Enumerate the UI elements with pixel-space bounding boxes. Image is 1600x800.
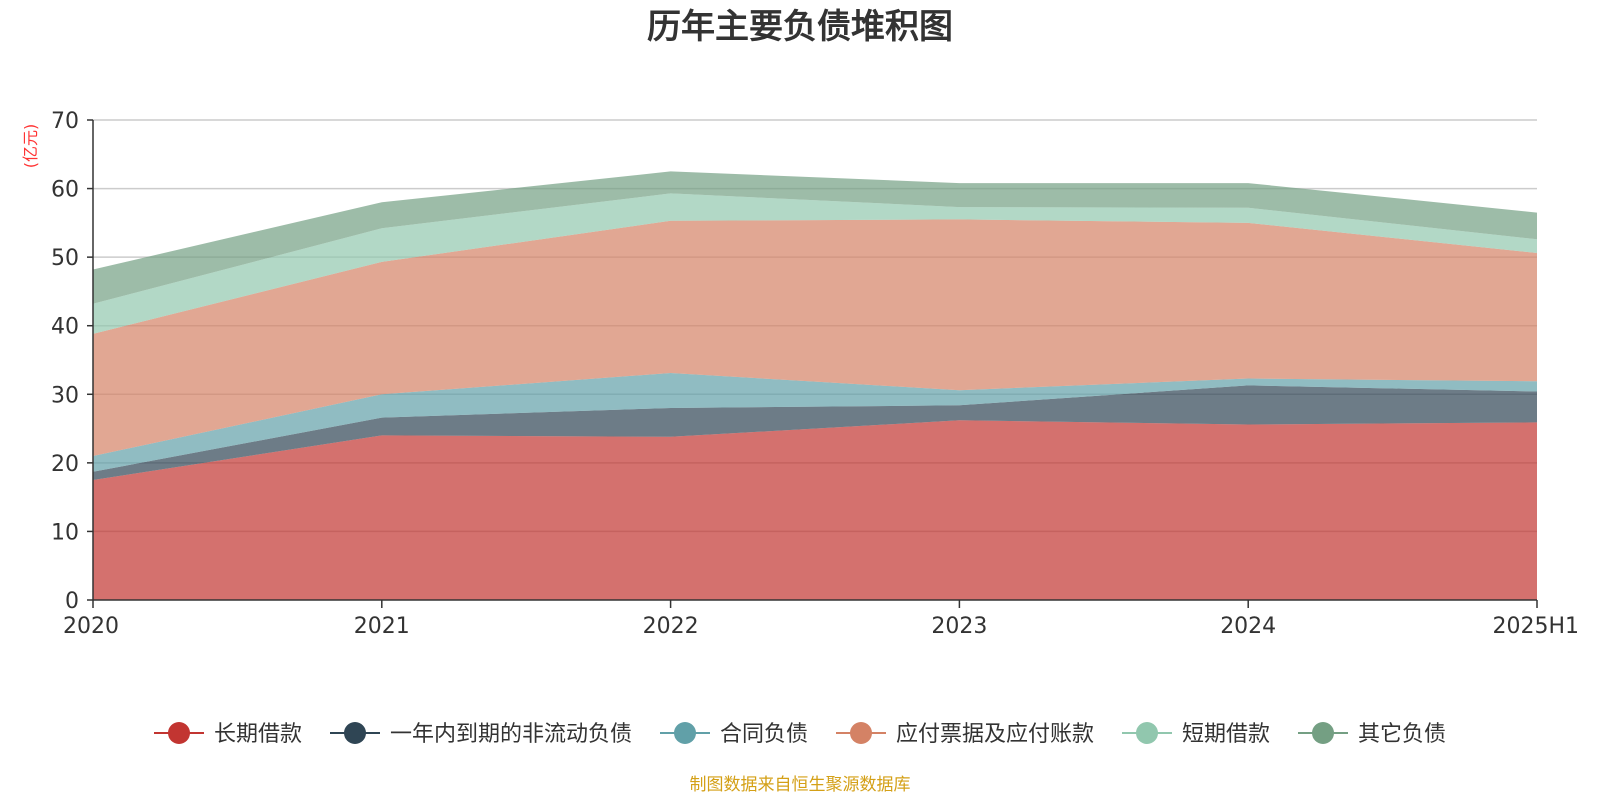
x-tick-label: 2024 [1220,614,1276,639]
legend-item-2[interactable]: 合同负债 [660,722,808,747]
y-tick-label: 70 [51,109,79,134]
area-series-group [93,171,1537,600]
x-tick-label: 2021 [354,614,410,639]
legend-item-0[interactable]: 长期借款 [154,722,302,747]
legend-marker-dot [168,722,190,744]
chart-title: 历年主要负债堆积图 [647,7,953,47]
legend-label: 一年内到期的非流动负债 [390,722,632,747]
source-note: 制图数据来自恒生聚源数据库 [690,775,911,795]
axes: 0 10 20 30 40 50 60 70 2020 2021 2022 2023 2024 2025H… [51,109,1579,639]
x-tick-label: 2022 [643,614,699,639]
area-series-1 [93,385,1537,480]
y-tick-label: 50 [51,246,79,271]
area-series-0 [93,420,1537,600]
y-tick-label: 60 [51,178,79,203]
y-tick-label: 30 [51,383,79,408]
x-tick-label: 2023 [931,614,987,639]
legend-label: 应付票据及应付账款 [896,722,1094,747]
x-tick-label: 2020 [63,614,119,639]
area-series-5 [93,171,1537,304]
legend-item-3[interactable]: 应付票据及应付账款 [836,722,1094,747]
legend-item-4[interactable]: 短期借款 [1122,722,1270,747]
legend-marker-dot [1136,722,1158,744]
legend-item-1[interactable]: 一年内到期的非流动负债 [330,722,632,747]
legend-label: 合同负债 [720,722,808,747]
area-series-4 [93,193,1537,334]
area-series-3 [93,219,1537,456]
y-axis-unit-label: (亿元) [21,124,40,169]
legend[interactable]: 长期借款 一年内到期的非流动负债 合同负债 应付票据及应付账款 短期借款 其它负债 [154,722,1446,747]
legend-marker-dot [850,722,872,744]
legend-label: 长期借款 [214,722,302,747]
legend-marker-dot [1312,722,1334,744]
y-tick-label: 20 [51,452,79,477]
y-tick-label: 10 [51,520,79,545]
legend-marker-dot [344,722,366,744]
x-tick-label: 2025H1 [1492,614,1579,639]
legend-marker-dot [674,722,696,744]
legend-label: 短期借款 [1182,722,1270,747]
y-tick-label: 40 [51,315,79,340]
area-series-2 [93,373,1537,472]
legend-item-5[interactable]: 其它负债 [1298,722,1446,747]
legend-label: 其它负债 [1358,722,1446,747]
y-tick-label: 0 [65,589,79,614]
